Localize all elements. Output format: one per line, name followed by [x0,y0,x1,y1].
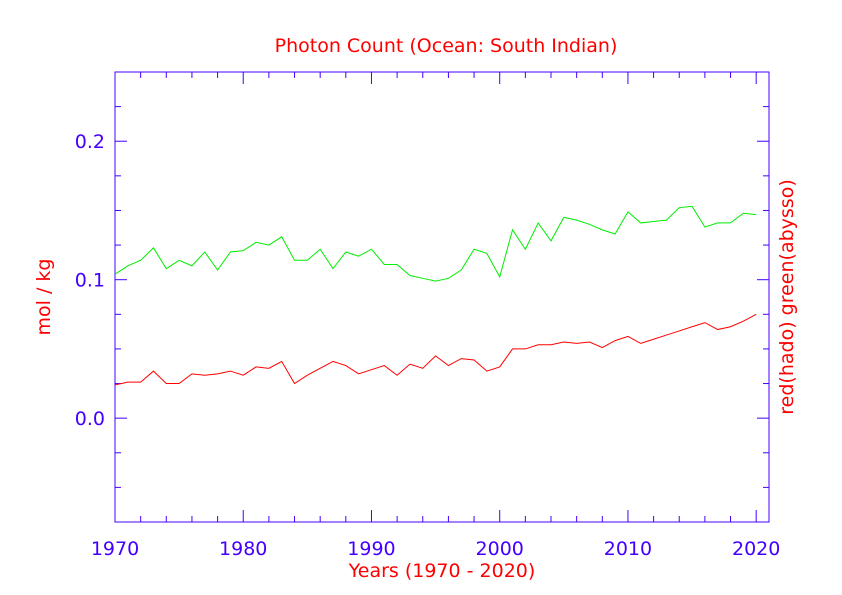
y-tick-label-0.1: 0.1 [75,270,105,292]
x-tick-label-2020: 2020 [732,538,780,560]
series-line-green-abysso [114,205,757,282]
y-tick-label-0.2: 0.2 [75,131,105,153]
series-line-red-hado [114,313,757,386]
x-tick-label-2010: 2010 [604,538,652,560]
tick-labels: 1970 1980 1990 2000 2010 2020 0.0 0.1 0.2 [75,131,781,560]
x-tick-label-2000: 2000 [476,538,524,560]
x-tick-label-1980: 1980 [219,538,267,560]
y-axis-label-right: red(hado) green(abysso) [776,179,798,414]
axis-ticks [114,71,769,522]
x-tick-label-1990: 1990 [347,538,395,560]
y-tick-label-0: 0.0 [75,408,105,430]
y-axis-label: mol / kg [33,259,55,336]
x-tick-label-1970: 1970 [91,538,139,560]
plot-frame [114,71,770,523]
series-layer [114,205,757,386]
x-axis-label: Years (1970 - 2020) [348,560,536,582]
chart-title: Photon Count (Ocean: South Indian) [275,35,618,57]
